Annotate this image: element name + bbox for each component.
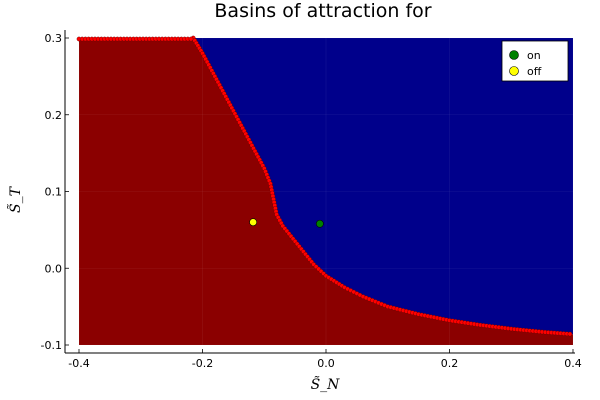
- legend-off-marker: [509, 66, 519, 76]
- y-axis-ticks: -0.1 0.0 0.1 0.2 0.3: [41, 32, 69, 352]
- basin-boundary: [76, 35, 573, 337]
- x-axis-label: S̃_N: [311, 375, 341, 393]
- y-axis-label: S̃_T: [6, 185, 24, 213]
- on-basin-region: [193, 38, 574, 335]
- legend-on-marker: [509, 50, 519, 60]
- x-tick-label: 0.0: [317, 357, 335, 370]
- plot-area: [76, 35, 574, 346]
- x-tick-label: -0.2: [192, 357, 213, 370]
- y-tick-label: -0.1: [41, 339, 62, 352]
- series-points: [249, 218, 324, 228]
- boundary-point: [188, 36, 194, 42]
- off-basin-region: [79, 38, 573, 345]
- x-axis-ticks: -0.4 -0.2 0.0 0.2 0.4: [68, 349, 582, 370]
- chart-title: Basins of attraction for: [214, 0, 431, 22]
- x-tick-label: -0.4: [68, 357, 89, 370]
- y-tick-label: 0.0: [45, 262, 63, 275]
- boundary-point: [567, 331, 573, 337]
- x-tick-label: 0.2: [441, 357, 459, 370]
- legend-off-label: off: [527, 65, 542, 78]
- y-tick-label: 0.3: [45, 32, 63, 45]
- point-off: [249, 218, 258, 227]
- y-tick-label: 0.2: [45, 109, 63, 122]
- x-tick-label: 0.4: [564, 357, 582, 370]
- legend: on off: [501, 40, 569, 82]
- point-on: [315, 219, 324, 228]
- y-tick-label: 0.1: [45, 186, 63, 199]
- legend-on-label: on: [527, 49, 541, 62]
